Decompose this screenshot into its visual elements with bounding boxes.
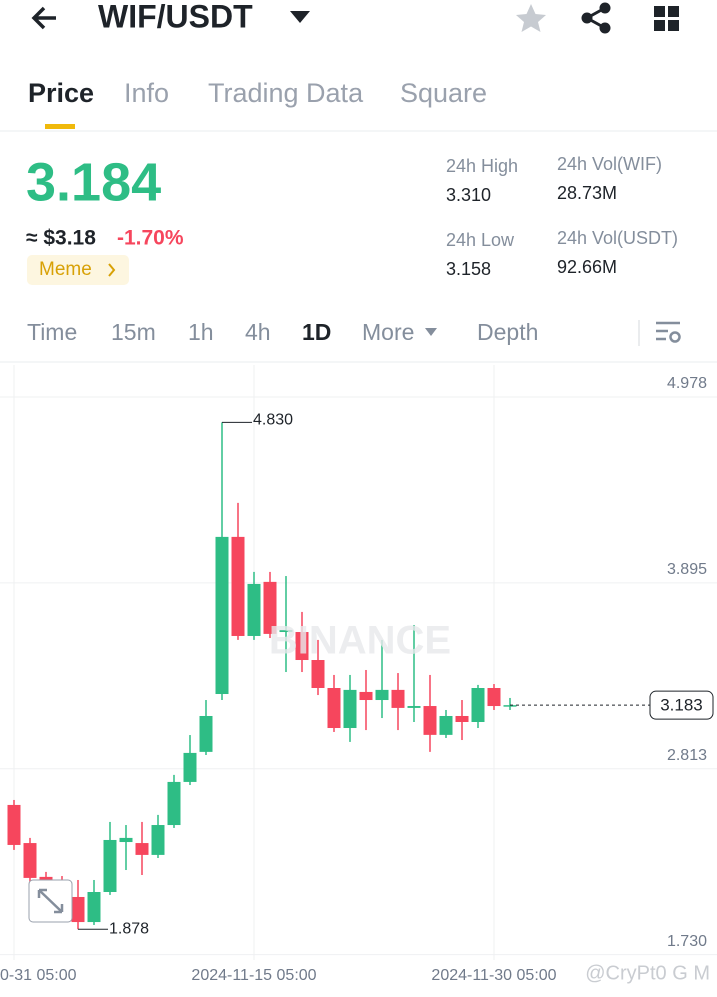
stat-value: 3.158 <box>446 259 491 279</box>
candle-body <box>167 781 181 826</box>
candle-body <box>327 688 341 729</box>
candle-body <box>295 632 309 661</box>
interval-more[interactable]: More <box>362 319 414 345</box>
x-tick-label: 2024-11-30 05:00 <box>431 967 556 984</box>
tab-info[interactable]: Info <box>124 78 169 108</box>
candle-body <box>7 804 21 845</box>
candle-body <box>199 715 213 752</box>
candle-body <box>279 629 293 633</box>
candle-body <box>311 660 325 688</box>
stat-value: 92.66M <box>557 257 617 277</box>
candle-body <box>487 688 501 707</box>
candle-body <box>183 752 197 782</box>
interval-tab[interactable]: Depth <box>477 319 538 345</box>
y-tick-label: 4.978 <box>667 375 707 392</box>
candle-body <box>391 689 405 708</box>
stat-label: 24h High <box>446 156 518 176</box>
last-price-label: 3.183 <box>660 696 703 715</box>
candle-body <box>375 689 389 701</box>
tab-trading-data[interactable]: Trading Data <box>208 78 364 108</box>
watermark: @CryPt0 G M <box>585 962 710 984</box>
price-change: -1.70% <box>117 227 184 250</box>
candle-body <box>39 876 53 883</box>
candle-body <box>103 839 117 892</box>
candle-body <box>407 706 421 708</box>
candle-body <box>455 715 469 722</box>
candle-body <box>471 688 485 722</box>
tab-square[interactable]: Square <box>400 78 487 108</box>
y-tick-label: 1.730 <box>667 933 707 950</box>
candle-body <box>343 689 357 729</box>
interval-tab[interactable]: 1h <box>188 319 214 345</box>
tag-arrow <box>108 263 116 277</box>
chart-settings[interactable] <box>656 321 681 343</box>
last-price-tag <box>649 690 714 720</box>
candle-body <box>423 706 437 735</box>
candle-body <box>23 843 37 878</box>
low-label: 1.878 <box>109 920 149 937</box>
share-button[interactable] <box>581 2 611 34</box>
candle-body <box>151 825 165 855</box>
pair-title[interactable]: WIF/USDT <box>98 0 253 34</box>
candle-body <box>359 691 373 701</box>
candlestick-chart: 4.978 3.895 2.813 1.730 0-31 05:00 2024-11-15… <box>0 365 717 984</box>
candle-body <box>87 892 101 923</box>
interval-tab[interactable]: Time <box>27 319 77 345</box>
stat-label: 24h Vol(USDT) <box>557 228 678 248</box>
candle-body <box>503 705 517 707</box>
favorite-star[interactable] <box>516 4 546 32</box>
candle-body <box>263 581 277 634</box>
more-dropdown[interactable] <box>425 328 437 336</box>
usd-price: ≈ $3.18 <box>26 227 96 250</box>
expand-icon <box>37 888 64 914</box>
interval-tab[interactable]: 15m <box>111 319 156 345</box>
active-tab-indicator <box>45 124 75 129</box>
y-tick-label: 3.895 <box>667 561 707 578</box>
candle-body <box>119 837 133 843</box>
stat-value: 28.73M <box>557 183 617 203</box>
stat-label: 24h Low <box>446 230 515 250</box>
candle-body <box>231 536 245 636</box>
interval-tab[interactable]: 4h <box>245 319 271 345</box>
last-price: 3.184 <box>26 152 161 212</box>
x-tick-label: 2024-11-15 05:00 <box>191 967 316 984</box>
candle-body <box>71 896 85 923</box>
stat-label: 24h Vol(WIF) <box>557 154 662 174</box>
high-label: 4.830 <box>253 412 293 429</box>
watermark: BINANCE <box>269 619 451 663</box>
tag-badge[interactable] <box>27 255 129 285</box>
candle-body <box>215 536 229 695</box>
candle-body <box>439 715 453 735</box>
pair-dropdown[interactable] <box>290 11 310 23</box>
grid-menu[interactable] <box>654 6 679 31</box>
y-tick-label: 2.813 <box>667 747 707 764</box>
candle-body <box>135 843 149 855</box>
tag-label[interactable]: Meme <box>39 259 92 280</box>
tab-price[interactable]: Price <box>28 78 94 108</box>
x-tick-label: 0-31 05:00 <box>0 967 77 984</box>
stat-value: 3.310 <box>446 185 491 205</box>
back-button[interactable] <box>31 6 56 30</box>
interval-tab-active[interactable]: 1D <box>302 319 331 345</box>
candle-body <box>247 583 261 636</box>
